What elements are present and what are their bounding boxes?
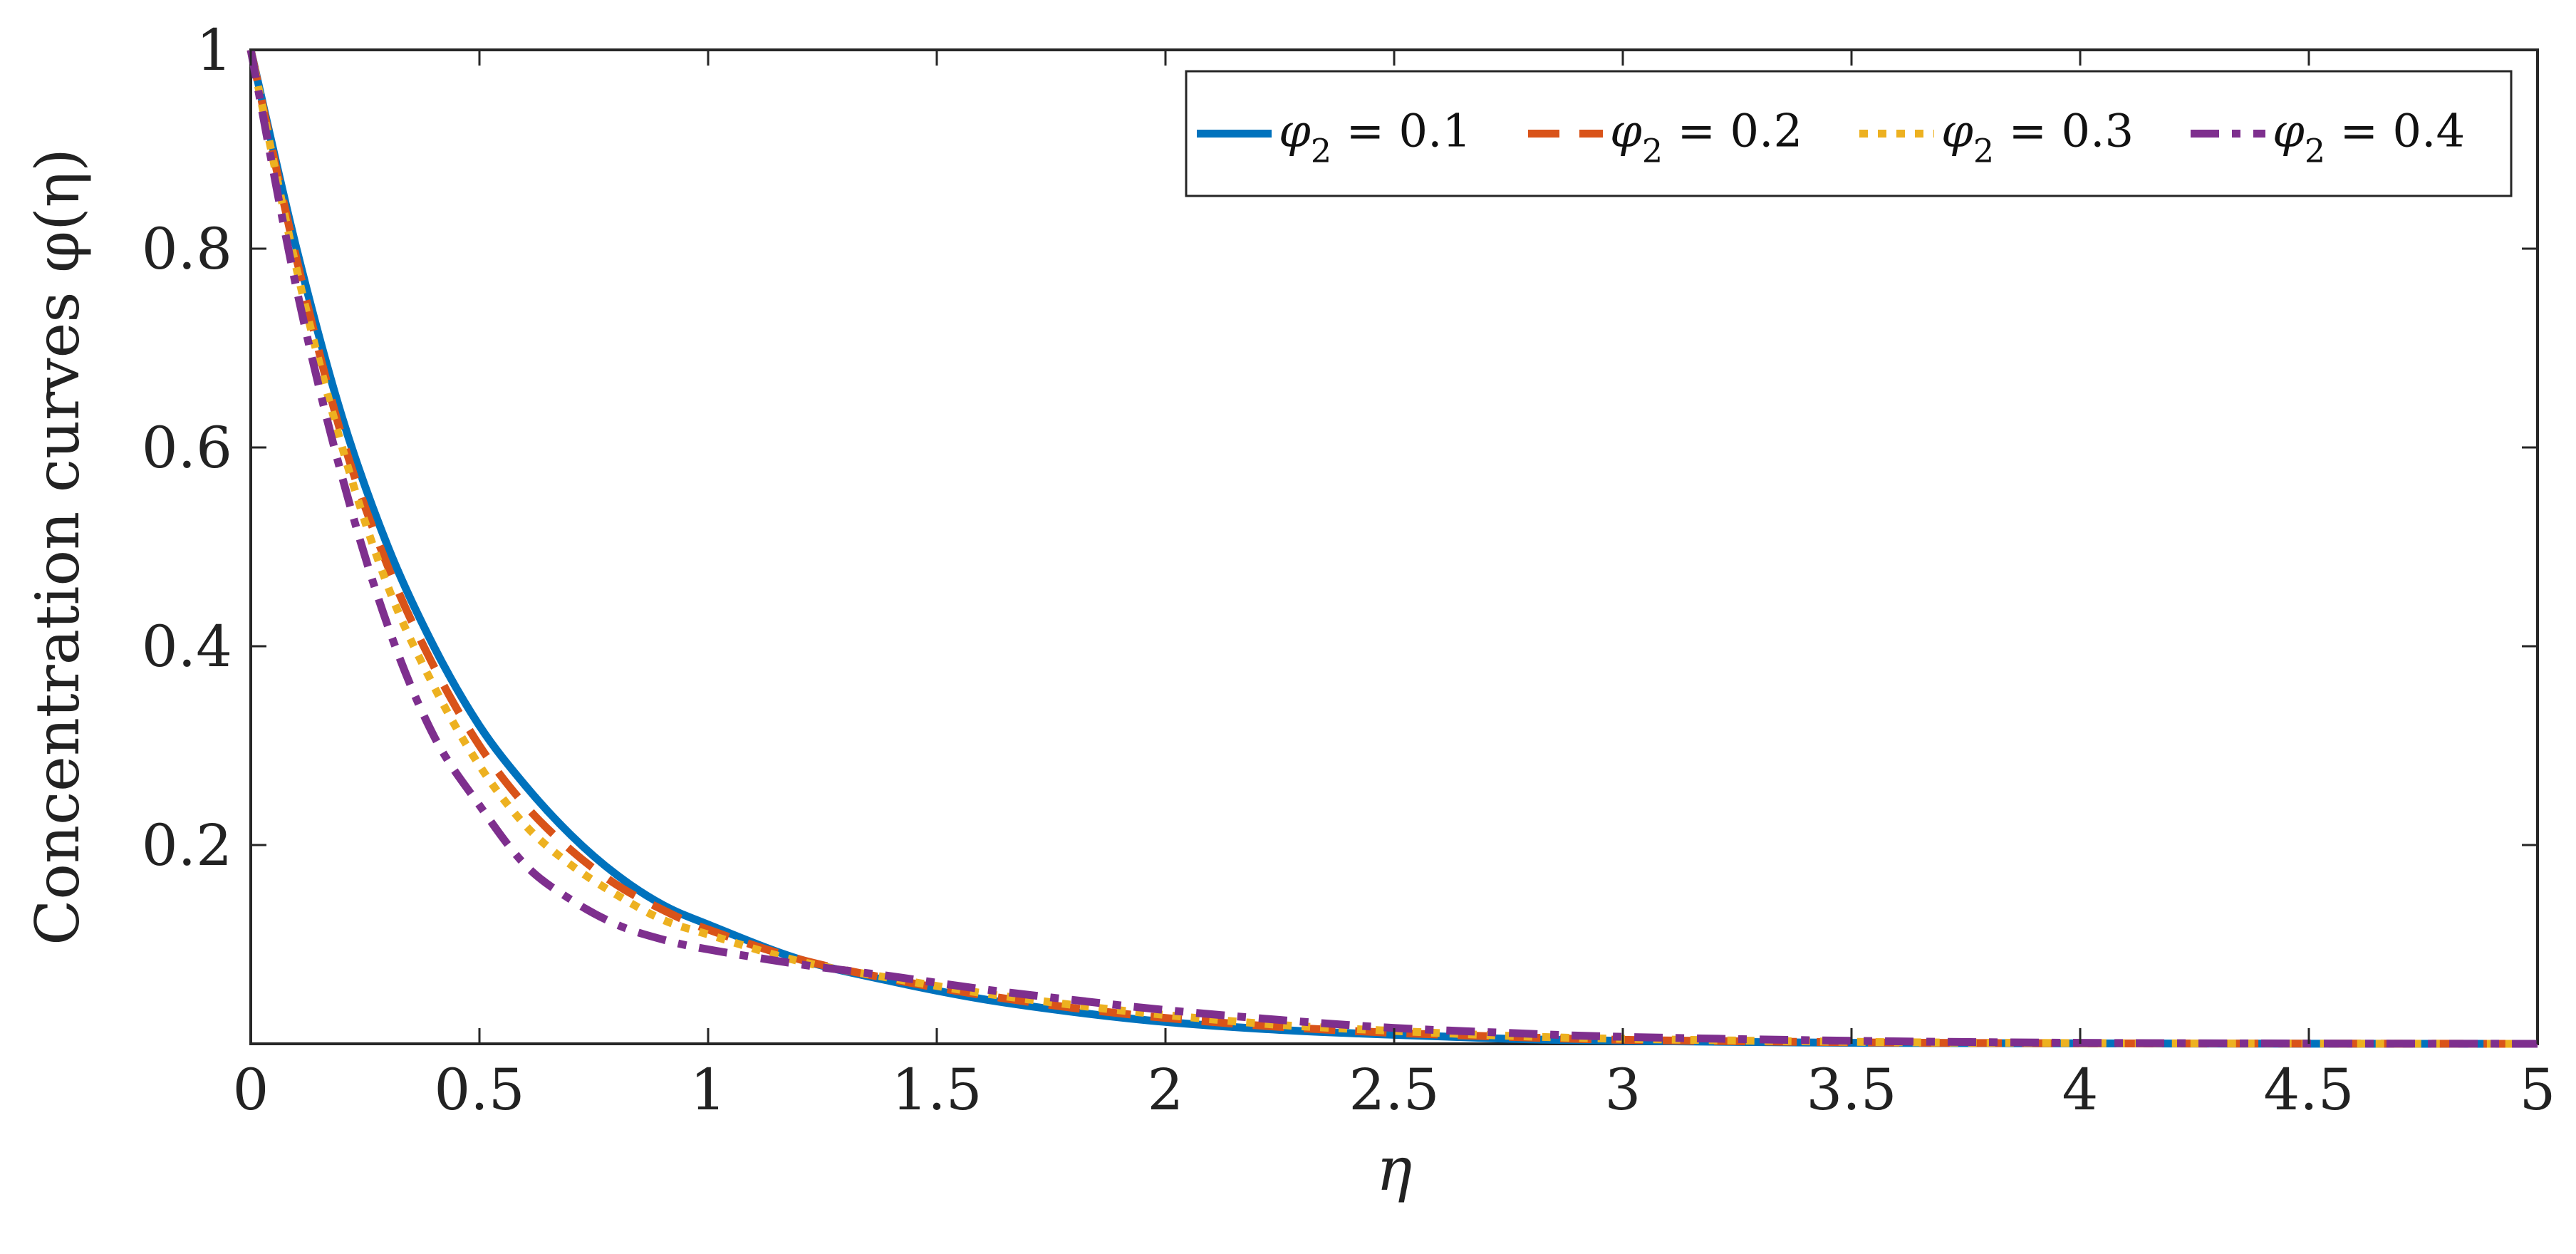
- x-tick-label: 2.5: [1349, 1057, 1439, 1123]
- x-tick-label: 1.5: [891, 1057, 982, 1123]
- legend-box: [1185, 70, 2513, 197]
- legend-label-2: φ2 = 0.2: [1610, 105, 1802, 170]
- x-axis-label: η: [1376, 1134, 1412, 1204]
- x-tick-label: 3.5: [1806, 1057, 1896, 1123]
- legend-label-3: φ2 = 0.3: [1941, 105, 2134, 170]
- legend-label-1: φ2 = 0.1: [1279, 105, 1471, 170]
- y-tick-label: 0.8: [142, 216, 232, 282]
- x-tick-label: 3: [1605, 1057, 1641, 1123]
- x-tick-label: 0.5: [434, 1057, 524, 1123]
- x-tick-label: 4.5: [2263, 1057, 2354, 1123]
- legend-item-1: φ2 = 0.1: [1197, 105, 1471, 170]
- y-tick-label: 0.6: [142, 415, 232, 481]
- legend-item-2: φ2 = 0.2: [1528, 105, 1802, 170]
- y-tick-label: 0.4: [142, 613, 232, 680]
- legend-item-4: φ2 = 0.4: [2191, 105, 2465, 170]
- x-tick-label: 4: [2062, 1057, 2099, 1123]
- y-tick-label: 1: [196, 17, 232, 83]
- plot-area: [249, 48, 2539, 1045]
- legend-label-4: φ2 = 0.4: [2273, 105, 2465, 170]
- x-tick-label: 0: [233, 1057, 269, 1123]
- y-tick-label: 0.2: [142, 812, 232, 879]
- legend-item-3: φ2 = 0.3: [1859, 105, 2134, 170]
- legend: φ2 = 0.1 φ2 = 0.2 φ2 = 0.3 φ2 = 0.4: [1185, 70, 2513, 197]
- x-tick-label: 1: [690, 1057, 727, 1123]
- tick-layer: 0 0.5 1 1.5 2 2.5 3 3.5 4 4.5 5 0.2 0.4 0.6 0.8 1: [142, 17, 2556, 1123]
- x-tick-label: 2: [1148, 1057, 1184, 1123]
- y-axis-label: Concentration curves φ(η): [23, 148, 93, 945]
- x-tick-label: 5: [2520, 1057, 2556, 1123]
- series-layer: [246, 48, 2538, 1048]
